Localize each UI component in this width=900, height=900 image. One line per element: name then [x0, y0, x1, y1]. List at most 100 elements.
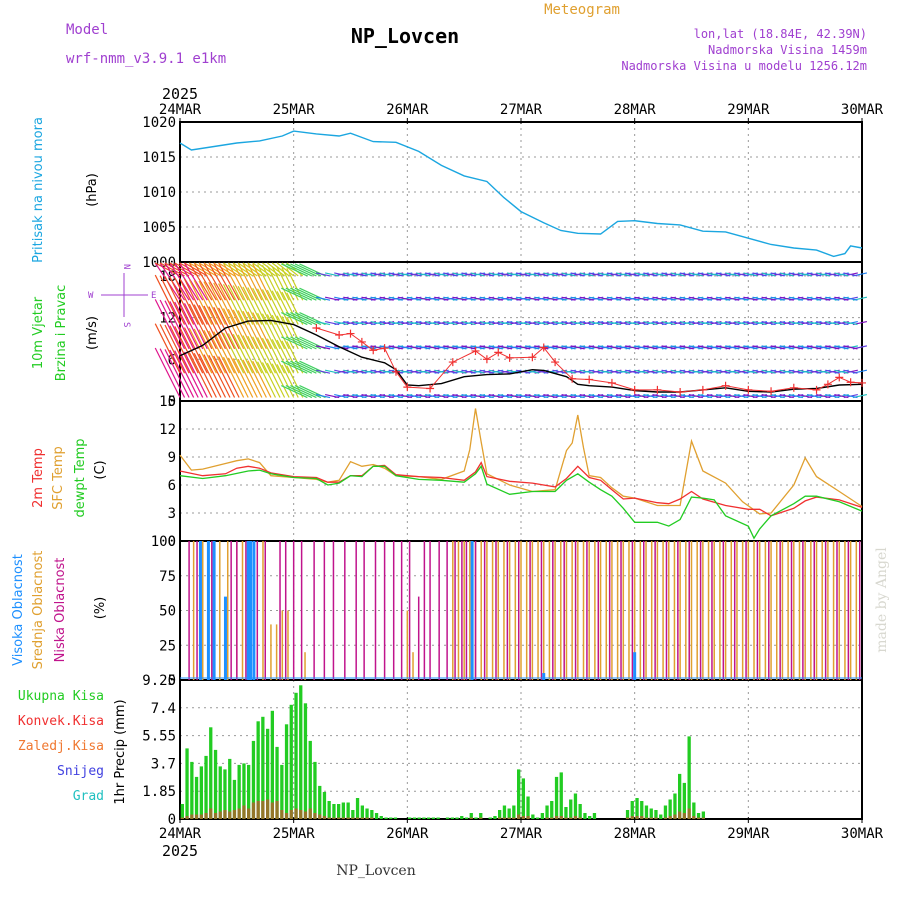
precip-conv-bar	[261, 801, 265, 819]
wind-arrow	[452, 393, 467, 399]
wind-arrow	[488, 296, 503, 301]
wind-arrow	[271, 266, 290, 301]
wind-arrow	[325, 393, 340, 399]
wind-arrow	[154, 299, 181, 350]
wind-arrow	[734, 320, 749, 326]
precip-total-bar	[308, 740, 312, 819]
panel-labels: Pritisak na nivou mora (hPa) 10m Vjetar …	[11, 117, 156, 805]
wind-arrow	[174, 350, 199, 398]
wind-arrow	[247, 335, 267, 374]
precip-total-bar	[436, 817, 440, 819]
wind-arrow	[752, 345, 767, 350]
wind-arrow	[788, 320, 804, 326]
wind-arrow	[561, 345, 576, 350]
wind-arrow	[552, 393, 567, 399]
precip-label-total: Ukupna Kisa	[18, 689, 104, 704]
wind-arrow	[203, 262, 226, 277]
wind-arrow	[625, 320, 640, 326]
wind-arrow	[534, 296, 549, 301]
wind-arrow	[183, 278, 208, 325]
wind-arrow	[543, 296, 558, 301]
wind-arrow	[634, 320, 649, 326]
precip-total-bar	[341, 802, 345, 819]
wind-arrow	[257, 337, 277, 374]
wind-arrow	[164, 349, 190, 398]
wind-arrow	[218, 307, 240, 350]
top-x-tick-label: 24MAR	[159, 102, 202, 118]
wind-arrow	[461, 272, 476, 277]
wind-arrow	[825, 345, 840, 350]
wind-arrow	[816, 369, 831, 374]
wind-arrow	[252, 360, 272, 398]
precip-total-bar	[502, 805, 507, 819]
wind-arrow	[497, 272, 513, 277]
wind-arrow	[743, 345, 758, 350]
wind-arrow	[198, 329, 222, 374]
precip-total-bar	[460, 816, 464, 819]
precip-conv-bar	[294, 808, 298, 819]
wind-arrow	[706, 345, 722, 350]
wind-arrow	[543, 345, 558, 350]
wind-arrow	[164, 262, 190, 277]
precip-total-bar	[242, 763, 246, 819]
precip-conv-bar	[223, 810, 227, 819]
wind-arrow	[534, 369, 549, 374]
precip-conv-bar	[327, 817, 331, 819]
wind-arrow	[561, 393, 576, 399]
wind-arrow	[506, 320, 522, 326]
low-cloud-series	[188, 541, 861, 680]
product-title: Meteogram	[544, 2, 620, 18]
bottom-x-tick-label: 25MAR	[273, 826, 316, 842]
wind-arrow	[843, 272, 858, 277]
precip-conv-bar	[232, 810, 237, 819]
wind-arrow	[164, 276, 190, 325]
wind-arrow	[252, 263, 272, 301]
plot-area: 1000100510101015102006121803691215025507…	[142, 102, 883, 842]
wind-arrow	[661, 272, 676, 277]
wind-arrow	[379, 369, 394, 374]
precip-total-bar	[630, 801, 634, 819]
wind-arrow	[179, 278, 204, 325]
wind-arrow	[276, 262, 295, 277]
temp-2m-line	[179, 461, 863, 517]
wind-arrow	[179, 302, 204, 350]
wind-arrow	[716, 296, 731, 301]
wind-arrow	[188, 279, 213, 325]
precip-total-bar	[474, 817, 478, 819]
wind-arrow	[734, 369, 749, 374]
wind-arrow	[552, 296, 567, 301]
precip-total-bar	[408, 817, 412, 819]
precip-total-bar	[635, 798, 639, 819]
wind-arrow	[661, 296, 676, 301]
wind-arrow	[634, 296, 649, 301]
wind-arrow	[261, 362, 281, 398]
wind-arrow	[198, 280, 222, 325]
wind-arrow	[352, 296, 367, 301]
wind-arrow	[688, 296, 703, 301]
wind-arrow	[506, 345, 522, 350]
wind-arrow	[261, 289, 281, 325]
wind-arrow	[203, 262, 226, 301]
wind-arrow	[797, 369, 813, 374]
wind-arrow	[266, 265, 286, 301]
precip-total-bar	[540, 813, 544, 819]
wind-arrow	[488, 272, 503, 277]
precip-conv-bar	[507, 817, 511, 819]
wind-arrow	[588, 296, 603, 301]
wind-arrow	[193, 304, 217, 350]
wind-arrow	[352, 320, 367, 326]
wind-arrow	[643, 296, 658, 301]
precip-total-bar	[218, 766, 222, 819]
wind-arrow	[193, 280, 217, 325]
wind-arrow	[281, 287, 308, 301]
wind-arrow	[825, 296, 840, 301]
wind-arrow	[174, 326, 199, 374]
wind-arrow	[597, 272, 613, 277]
precip-total-bar	[682, 782, 686, 819]
wind-arrow	[670, 369, 685, 374]
wind-arrow	[266, 262, 285, 277]
precip-conv-bar	[573, 816, 578, 819]
bottom-x-tick-label: 26MAR	[386, 826, 429, 842]
wind-arrow	[227, 284, 249, 325]
precip-total-bar	[493, 816, 497, 819]
